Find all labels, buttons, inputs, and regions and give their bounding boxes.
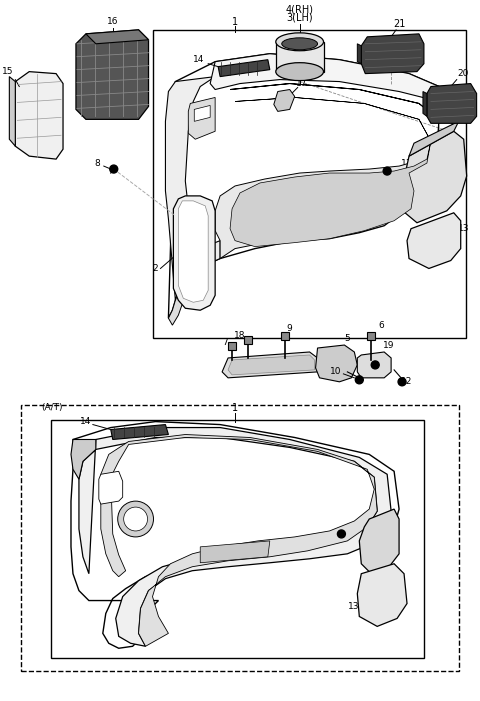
Circle shape: [118, 501, 154, 537]
Polygon shape: [99, 471, 123, 504]
Circle shape: [398, 378, 406, 386]
Text: 11: 11: [351, 524, 363, 533]
Polygon shape: [173, 196, 215, 311]
Polygon shape: [71, 440, 96, 479]
Text: 2: 2: [153, 264, 158, 273]
Bar: [153, 30, 466, 338]
Polygon shape: [407, 213, 461, 268]
Polygon shape: [168, 54, 454, 318]
Polygon shape: [71, 421, 399, 648]
Polygon shape: [423, 92, 427, 116]
Polygon shape: [76, 30, 148, 119]
Polygon shape: [168, 271, 193, 325]
Text: 19: 19: [384, 341, 395, 350]
Bar: [21, 404, 459, 671]
Polygon shape: [210, 54, 451, 102]
Polygon shape: [79, 428, 391, 646]
Ellipse shape: [276, 62, 324, 81]
Polygon shape: [222, 352, 318, 378]
Text: 20: 20: [457, 69, 468, 78]
Circle shape: [110, 165, 118, 173]
Text: 3(LH): 3(LH): [287, 13, 313, 23]
Circle shape: [337, 530, 346, 538]
Polygon shape: [101, 435, 377, 646]
Text: 10: 10: [330, 367, 341, 376]
Text: 13: 13: [458, 224, 469, 233]
Polygon shape: [427, 83, 477, 123]
Text: 16: 16: [107, 18, 119, 27]
Polygon shape: [179, 201, 208, 302]
Circle shape: [383, 167, 391, 175]
Polygon shape: [166, 76, 220, 300]
Text: 13: 13: [348, 602, 360, 611]
Polygon shape: [200, 541, 270, 563]
Text: (A/T): (A/T): [41, 403, 63, 412]
Text: 21: 21: [393, 19, 405, 29]
Circle shape: [355, 376, 363, 384]
Polygon shape: [315, 345, 357, 382]
Text: 6: 6: [378, 320, 384, 329]
Polygon shape: [360, 509, 399, 573]
Text: 11: 11: [401, 158, 413, 168]
Bar: [244, 336, 252, 344]
Bar: [281, 332, 288, 340]
Text: 1: 1: [232, 17, 238, 27]
Text: 5: 5: [345, 334, 350, 343]
Polygon shape: [404, 131, 467, 223]
Text: 4(RH): 4(RH): [286, 5, 313, 15]
Text: 8: 8: [94, 158, 100, 168]
Ellipse shape: [282, 38, 318, 50]
Text: 1: 1: [232, 402, 238, 413]
Polygon shape: [228, 355, 314, 375]
Text: 7: 7: [222, 338, 228, 346]
Bar: [51, 420, 424, 658]
Polygon shape: [194, 105, 210, 121]
Polygon shape: [357, 43, 361, 64]
Polygon shape: [361, 34, 424, 74]
Polygon shape: [357, 352, 391, 378]
Text: 14: 14: [80, 417, 91, 426]
Polygon shape: [274, 90, 295, 111]
Text: 15: 15: [1, 67, 13, 76]
Polygon shape: [111, 425, 168, 440]
Circle shape: [371, 361, 379, 369]
Text: 9: 9: [287, 324, 293, 333]
Polygon shape: [86, 30, 148, 43]
Ellipse shape: [276, 33, 324, 50]
Polygon shape: [409, 121, 459, 156]
Text: 12: 12: [401, 377, 413, 386]
Polygon shape: [218, 60, 270, 76]
Polygon shape: [9, 76, 15, 147]
Polygon shape: [15, 72, 63, 159]
Text: 18: 18: [234, 331, 246, 339]
Bar: [367, 332, 375, 340]
Polygon shape: [357, 564, 407, 627]
Polygon shape: [188, 97, 215, 139]
Text: 14: 14: [192, 55, 204, 64]
Polygon shape: [215, 83, 439, 259]
Text: 17: 17: [296, 79, 307, 88]
Polygon shape: [230, 97, 431, 247]
Bar: [276, 42, 324, 72]
Bar: [228, 342, 236, 350]
Circle shape: [124, 507, 147, 531]
